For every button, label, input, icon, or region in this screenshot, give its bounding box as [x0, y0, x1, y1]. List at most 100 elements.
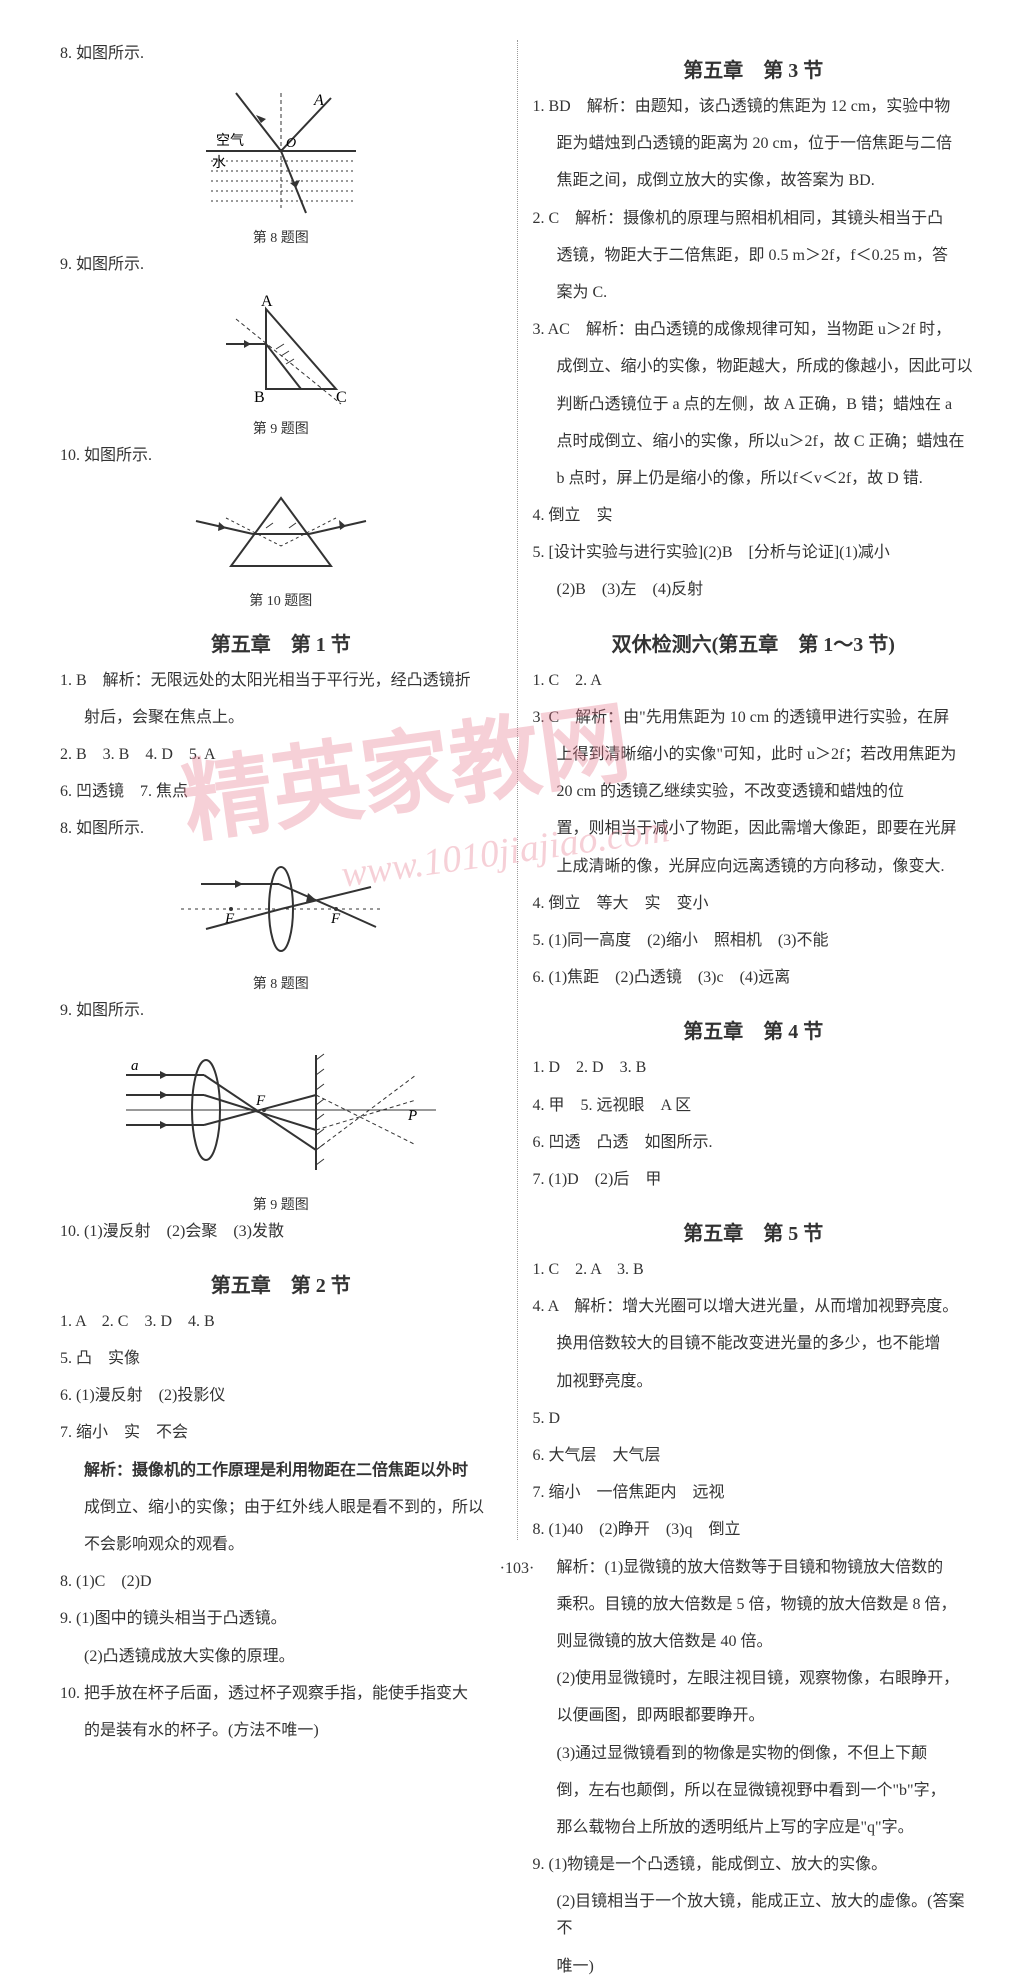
figure-8b: F F 第 8 题图: [60, 859, 502, 993]
text-line: 3. AC 解析：由凸透镜的成像规律可知，当物距 u＞2f 时，: [533, 316, 975, 343]
text-line: 1. C 2. A 3. B: [533, 1256, 975, 1283]
text-line: (2)使用显微镜时，左眼注视目镜，观察物像，右眼睁开，: [533, 1665, 975, 1692]
column-divider: [517, 40, 518, 1540]
text-line: 加视野亮度。: [533, 1368, 975, 1395]
text-line: 6. 大气层 大气层: [533, 1442, 975, 1469]
text-line: 透镜，物距大于二倍焦距，即 0.5 m＞2f，f＜0.25 m，答: [533, 242, 975, 269]
text-line: 倒，左右也颠倒，所以在显微镜视野中看到一个"b"字，: [533, 1777, 975, 1804]
svg-text:C: C: [336, 389, 347, 406]
section-title: 第五章 第 3 节: [533, 54, 975, 83]
refraction-diagram-icon: A 空气 水 O: [186, 83, 376, 223]
svg-text:F: F: [255, 1093, 266, 1109]
text-line: 1. A 2. C 3. D 4. B: [60, 1308, 502, 1335]
text-line: b 点时，屏上仍是缩小的像，所以f＜v＜2f，故 D 错.: [533, 465, 975, 492]
text-line: 2. B 3. B 4. D 5. A: [60, 741, 502, 768]
figure-caption: 第 10 题图: [249, 590, 312, 610]
text-line: 不会影响观众的观看。: [60, 1531, 502, 1558]
text-line: 上得到清晰缩小的实像"可知，此时 u＞2f；若改用焦距为: [533, 741, 975, 768]
text-line: 8. 如图所示.: [60, 815, 502, 842]
text-line: 10. 如图所示.: [60, 442, 502, 469]
text-line: 以便画图，即两眼都要睁开。: [533, 1702, 975, 1729]
svg-text:P: P: [407, 1108, 417, 1124]
figure-caption: 第 9 题图: [253, 1194, 309, 1214]
text-line: 4. A 解析：增大光圈可以增大进光量，从而增加视野亮度。: [533, 1293, 975, 1320]
text-line: 解析：(1)显微镜的放大倍数等于目镜和物镜放大倍数的: [533, 1554, 975, 1581]
text-line: (2)凸透镜成放大实像的原理。: [60, 1643, 502, 1670]
figure-caption: 第 8 题图: [253, 973, 309, 993]
figure-10: 第 10 题图: [60, 486, 502, 610]
svg-text:A: A: [261, 294, 273, 310]
text-line: 4. 倒立 实: [533, 502, 975, 529]
text-line: 1. B 解析：无限远处的太阳光相当于平行光，经凸透镜折: [60, 667, 502, 694]
text-line: 6. (1)焦距 (2)凸透镜 (3)c (4)远离: [533, 964, 975, 991]
text-line: 10. (1)漫反射 (2)会聚 (3)发散: [60, 1218, 502, 1245]
text-line: 20 cm 的透镜乙继续实验，不改变透镜和蜡烛的位: [533, 778, 975, 805]
figure-9: A B C 第 9 题图: [60, 294, 502, 438]
svg-text:O: O: [286, 136, 296, 151]
text-line: 7. 缩小 一倍焦距内 远视: [533, 1479, 975, 1506]
svg-text:水: 水: [212, 155, 226, 171]
text-line: 唯一): [533, 1953, 975, 1980]
text-line: 射后，会聚在焦点上。: [60, 704, 502, 731]
figure-8: A 空气 水 O 第 8 题图: [60, 83, 502, 247]
text-line: 5. (1)同一高度 (2)缩小 照相机 (3)不能: [533, 927, 975, 954]
svg-text:空气: 空气: [216, 133, 244, 149]
text-line: 2. C 解析：摄像机的原理与照相机相同，其镜头相当于凸: [533, 205, 975, 232]
text-line: 换用倍数较大的目镜不能改变进光量的多少，也不能增: [533, 1330, 975, 1357]
text-line: 7. (1)D (2)后 甲: [533, 1166, 975, 1193]
section-title: 双休检测六(第五章 第 1～3 节): [533, 628, 975, 657]
text-line: 8. (1)40 (2)睁开 (3)q 倒立: [533, 1516, 975, 1543]
text-line: 上成清晰的像，光屏应向远离透镜的方向移动，像变大.: [533, 853, 975, 880]
text-line: 1. C 2. A: [533, 667, 975, 694]
text-line: 7. 缩小 实 不会: [60, 1419, 502, 1446]
text-line: 那么载物台上所放的透明纸片上写的字应是"q"字。: [533, 1814, 975, 1841]
text-line: 成倒立、缩小的实像，物距越大，所成的像越小，因此可以: [533, 353, 975, 380]
text-line: 4. 倒立 等大 实 变小: [533, 890, 975, 917]
svg-text:A: A: [313, 92, 324, 109]
right-column: 第五章 第 3 节 1. BD 解析：由题知，该凸透镜的焦距为 12 cm，实验…: [533, 40, 975, 1540]
text-line: 6. 凹透镜 7. 焦点: [60, 778, 502, 805]
text-line: 5. D: [533, 1405, 975, 1432]
svg-text:B: B: [254, 389, 265, 406]
text-line: 的是装有水的杯子。(方法不唯一): [60, 1717, 502, 1744]
text-line: 焦距之间，成倒立放大的实像，故答案为 BD.: [533, 167, 975, 194]
text-line: 则显微镜的放大倍数是 40 倍。: [533, 1628, 975, 1655]
text-line: 9. (1)图中的镜头相当于凸透镜。: [60, 1605, 502, 1632]
text-line: 解析：摄像机的工作原理是利用物距在二倍焦距以外时: [60, 1457, 502, 1484]
text-line: 6. 凹透 凸透 如图所示.: [533, 1129, 975, 1156]
section-title: 第五章 第 1 节: [60, 628, 502, 657]
text-line: 5. [设计实验与进行实验](2)B [分析与论证](1)减小: [533, 539, 975, 566]
text-line: (3)通过显微镜看到的物像是实物的倒像，不但上下颠: [533, 1740, 975, 1767]
text-line: 9. (1)物镜是一个凸透镜，能成倒立、放大的实像。: [533, 1851, 975, 1878]
section-title: 第五章 第 5 节: [533, 1217, 975, 1246]
text-line: 乘积。目镜的放大倍数是 5 倍，物镜的放大倍数是 8 倍，: [533, 1591, 975, 1618]
text-line: 案为 C.: [533, 279, 975, 306]
section-title: 第五章 第 4 节: [533, 1015, 975, 1044]
text-line: 判断凸透镜位于 a 点的左侧，故 A 正确，B 错；蜡烛在 a: [533, 391, 975, 418]
two-column-layout: 8. 如图所示. A 空气 水 O 第 8 题图: [60, 40, 974, 1540]
prism-diagram-icon: A B C: [206, 294, 356, 414]
section-title: 第五章 第 2 节: [60, 1269, 502, 1298]
text-line: 10. 把手放在杯子后面，透过杯子观察手指，能使手指变大: [60, 1680, 502, 1707]
lens-diagram-icon: F F: [171, 859, 391, 969]
text-line: (2)B (3)左 (4)反射: [533, 576, 975, 603]
figure-caption: 第 9 题图: [253, 418, 309, 438]
text-line: 距为蜡烛到凸透镜的距离为 20 cm，位于一倍焦距与二倍: [533, 130, 975, 157]
svg-text:a: a: [131, 1058, 139, 1074]
left-column: 8. 如图所示. A 空气 水 O 第 8 题图: [60, 40, 502, 1540]
text-line: 置，则相当于减小了物距，因此需增大像距，即要在光屏: [533, 815, 975, 842]
text-line: 5. 凸 实像: [60, 1345, 502, 1372]
text-line: 9. 如图所示.: [60, 997, 502, 1024]
svg-text:F: F: [330, 911, 341, 927]
text-line: 成倒立、缩小的实像；由于红外线人眼是看不到的，所以: [60, 1494, 502, 1521]
text-line: 6. (1)漫反射 (2)投影仪: [60, 1382, 502, 1409]
text-line: 8. (1)C (2)D: [60, 1568, 502, 1595]
text-line: (2)目镜相当于一个放大镜，能成正立、放大的虚像。(答案不: [533, 1888, 975, 1942]
text-line: 点时成倒立、缩小的实像，所以u＞2f，故 C 正确；蜡烛在: [533, 428, 975, 455]
text-line: 3. C 解析：由"先用焦距为 10 cm 的透镜甲进行实验，在屏: [533, 704, 975, 731]
svg-text:F: F: [224, 911, 235, 927]
text-line: 8. 如图所示.: [60, 40, 502, 67]
text-line: 4. 甲 5. 远视眼 A 区: [533, 1092, 975, 1119]
text-line: 1. BD 解析：由题知，该凸透镜的焦距为 12 cm，实验中物: [533, 93, 975, 120]
lens-mirror-diagram-icon: a F P: [116, 1040, 446, 1190]
